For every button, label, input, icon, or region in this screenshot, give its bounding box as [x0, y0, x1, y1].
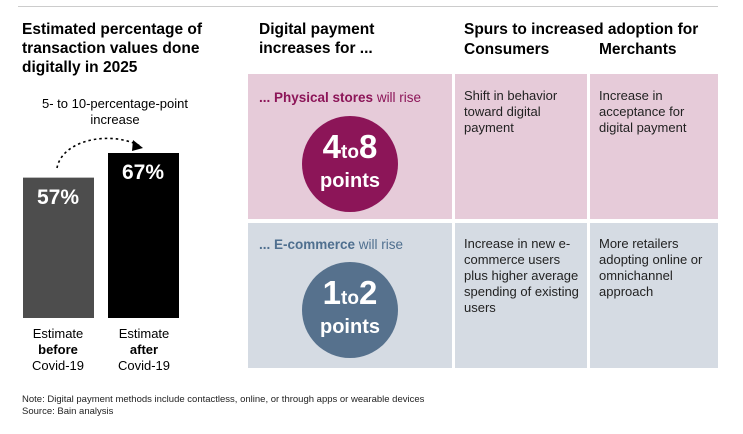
e-commerce-lead: ... E-commerce will rise: [259, 237, 404, 252]
footnote-source: Source: Bain analysis: [22, 406, 114, 417]
column-divider: [452, 74, 455, 368]
increase-annotation: 5- to 10-percentage-point increase: [42, 96, 188, 127]
top-rule: [18, 6, 718, 7]
col-header-increases: Digital payment increases for ...: [259, 21, 375, 57]
e-commerce-merchants-text: More retailers adopting online or omnich…: [599, 236, 703, 299]
e-commerce-range-circle: 1to2 points: [302, 262, 398, 358]
chart-title: Estimated percentage of transaction valu…: [22, 21, 203, 76]
bar-value-label: 67%: [121, 161, 165, 184]
physical-stores-merchants-text: Increase in acceptance for digital payme…: [599, 88, 687, 135]
col-header-spurs: Spurs to increased adoption for: [464, 21, 699, 38]
bar-after-covid: [108, 153, 179, 318]
e-commerce-consumers-text: Increase in new e-commerce users plus hi…: [464, 236, 579, 315]
col-header-consumers: Consumers: [464, 41, 550, 58]
bar-category-label: Estimate after Covid-19: [117, 326, 171, 373]
physical-stores-lead: ... Physical stores will rise: [259, 90, 422, 105]
increase-arrow: [56, 137, 141, 169]
bar-category-label: Estimate before Covid-19: [31, 326, 85, 373]
increase-arrowhead: [132, 140, 143, 151]
physical-stores-consumers-text: Shift in behavior toward digital payment: [464, 88, 558, 135]
bar-before-covid: [23, 177, 94, 318]
footnote: Note: Digital payment methods include co…: [22, 394, 424, 418]
col-header-merchants: Merchants: [599, 41, 677, 58]
physical-stores-range-circle: 4to8 points: [302, 116, 398, 212]
footnote-note: Note: Digital payment methods include co…: [22, 394, 425, 405]
bar-value-label: 57%: [36, 185, 80, 209]
column-divider: [587, 74, 590, 368]
